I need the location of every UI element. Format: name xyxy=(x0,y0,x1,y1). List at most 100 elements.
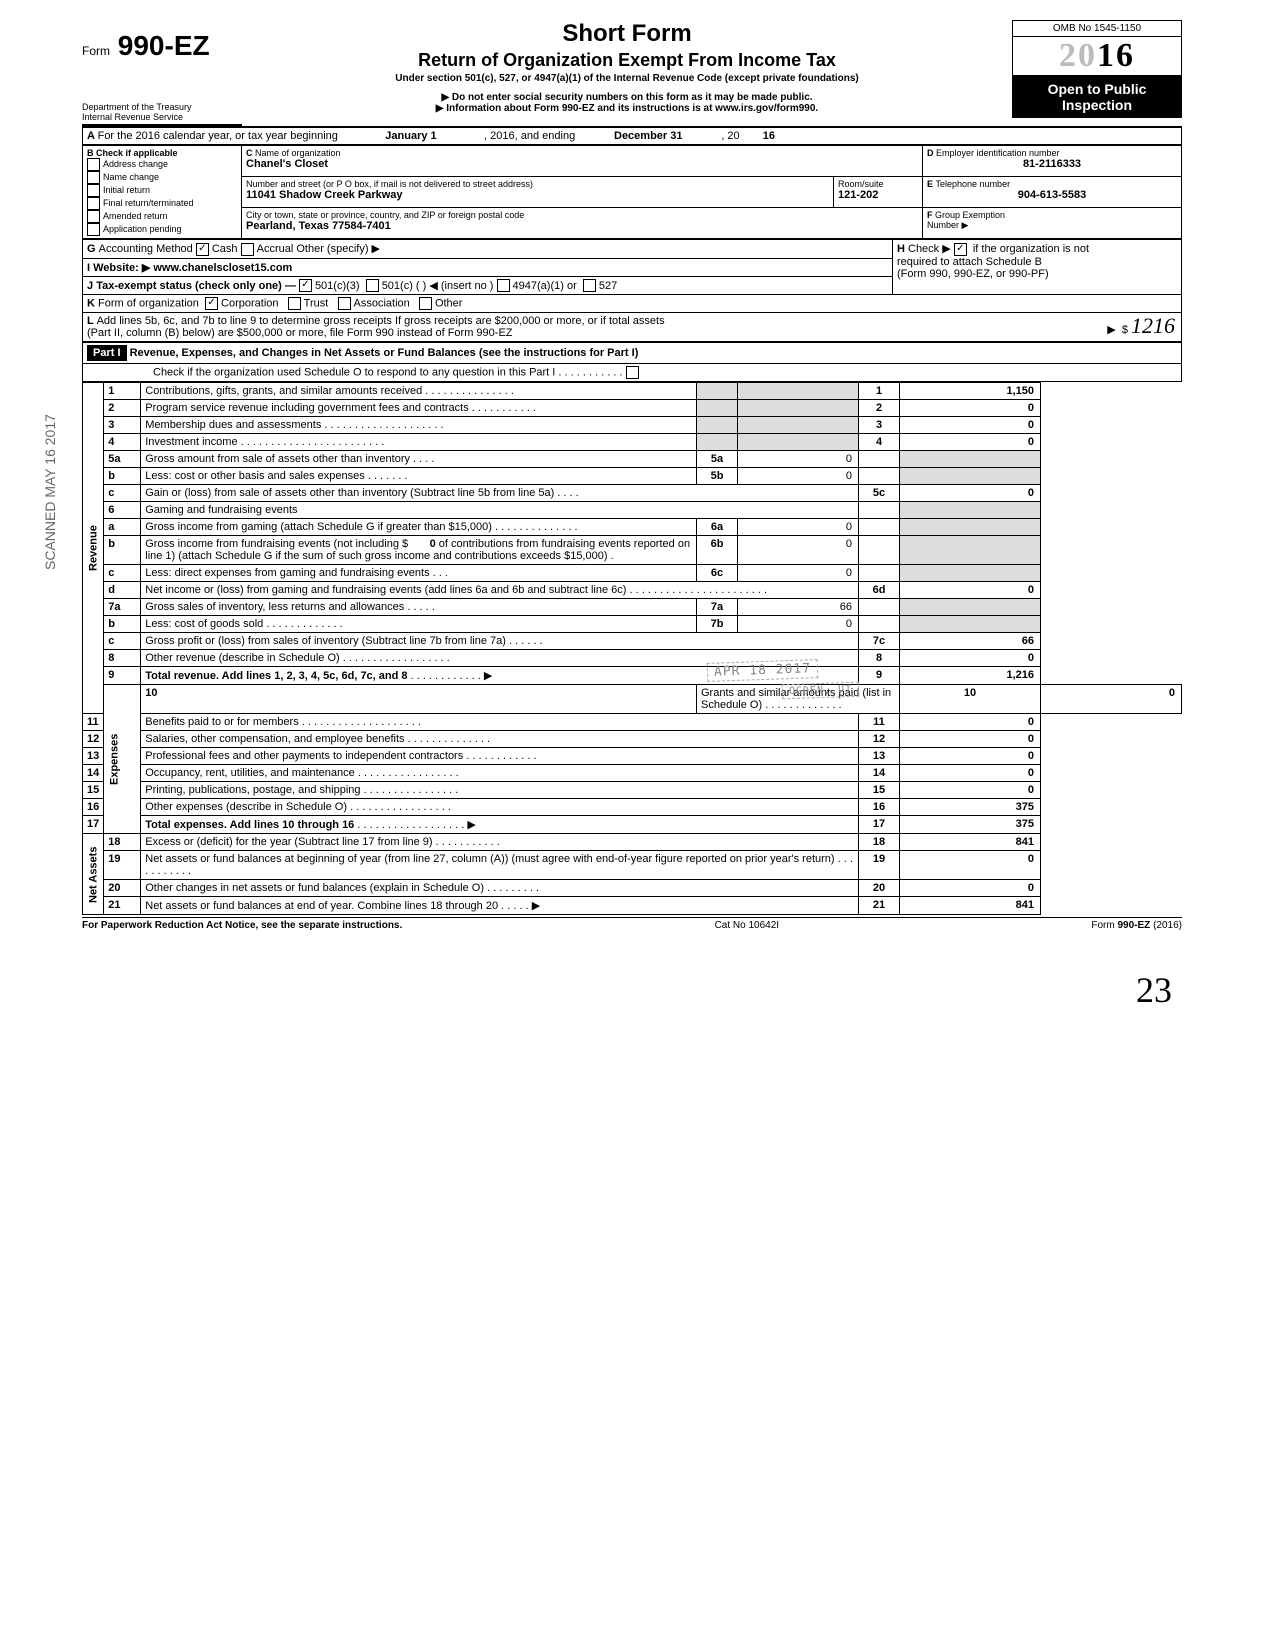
chk-address[interactable] xyxy=(87,158,100,171)
ln16-t: Other expenses (describe in Schedule O) xyxy=(145,801,347,813)
ln17-rn: 17 xyxy=(859,816,900,834)
ln6c-mv: 0 xyxy=(738,565,859,582)
chk-trust[interactable] xyxy=(288,297,301,310)
ln7a-mn: 7a xyxy=(697,599,738,616)
j-opt0: 501(c)(3) xyxy=(315,280,360,292)
chk-501c[interactable] xyxy=(366,279,379,292)
chk-cash[interactable] xyxy=(196,243,209,256)
ln6c-t: Less: direct expenses from gaming and fu… xyxy=(145,567,429,579)
open-public: Open to Public Inspection xyxy=(1012,76,1182,118)
f-label: Group Exemption xyxy=(935,210,1005,220)
handwritten-page-number: 23 xyxy=(1136,969,1172,1011)
a-mid: , 2016, and ending xyxy=(484,130,575,142)
ln4-n: 4 xyxy=(104,434,141,451)
form-number: Form 990-EZ xyxy=(82,30,242,62)
ln11-rn: 11 xyxy=(859,714,900,731)
footer-left: For Paperwork Reduction Act Notice, see … xyxy=(82,920,402,931)
ln20-n: 20 xyxy=(104,880,141,897)
ln20-rn: 20 xyxy=(859,880,900,897)
g-accrual: Accrual xyxy=(257,243,294,255)
chk-other[interactable] xyxy=(419,297,432,310)
chk-h[interactable] xyxy=(954,243,967,256)
chk-4947[interactable] xyxy=(497,279,510,292)
chk-amended[interactable] xyxy=(87,210,100,223)
ln5b-mv: 0 xyxy=(738,468,859,485)
ln7b-mv: 0 xyxy=(738,616,859,633)
ln5c-t: Gain or (loss) from sale of assets other… xyxy=(145,487,554,499)
ln18-v: 841 xyxy=(900,834,1041,851)
chk-pending[interactable] xyxy=(87,223,100,236)
ln14-n: 14 xyxy=(83,765,104,782)
part1-label: Part I xyxy=(87,345,127,361)
ln14-rn: 14 xyxy=(859,765,900,782)
ln8-n: 8 xyxy=(104,650,141,667)
ln8-v: 0 xyxy=(900,650,1041,667)
l-text1: Add lines 5b, 6c, and 7b to line 9 to de… xyxy=(97,315,665,327)
part1-header: Part I Revenue, Expenses, and Changes in… xyxy=(82,342,1182,382)
ln2-t: Program service revenue including govern… xyxy=(145,402,468,414)
h-text3: required to attach Schedule B xyxy=(897,256,1042,268)
ln7c-n: c xyxy=(104,633,141,650)
ln8-t: Other revenue (describe in Schedule O) xyxy=(145,652,339,664)
chk-final[interactable] xyxy=(87,197,100,210)
ln18-t: Excess or (deficit) for the year (Subtra… xyxy=(145,836,432,848)
ln2-rn: 2 xyxy=(859,400,900,417)
ghijkl-block: G Accounting Method Cash Accrual Other (… xyxy=(82,239,1182,342)
ein: 81-2116333 xyxy=(927,158,1177,170)
title-note2: Information about Form 990-EZ and its in… xyxy=(242,103,1012,114)
chk-assoc[interactable] xyxy=(338,297,351,310)
ln6a-mn: 6a xyxy=(697,519,738,536)
dept-block: Department of the Treasury Internal Reve… xyxy=(82,102,242,126)
ln11-n: 11 xyxy=(83,714,104,731)
ln4-t: Investment income xyxy=(145,436,237,448)
ln14-v: 0 xyxy=(900,765,1041,782)
ln6-t: Gaming and fundraising events xyxy=(145,504,297,516)
org-name: Chanel's Closet xyxy=(246,158,918,170)
title-note1: Do not enter social security numbers on … xyxy=(242,92,1012,103)
form-number-block: Form 990-EZ Department of the Treasury I… xyxy=(82,20,242,126)
footer-mid: Cat No 10642I xyxy=(715,920,780,931)
title-block: Short Form Return of Organization Exempt… xyxy=(242,20,1012,114)
f-label2: Number ▶ xyxy=(927,220,1177,231)
title-sub: Return of Organization Exempt From Incom… xyxy=(242,50,1012,71)
ln20-v: 0 xyxy=(900,880,1041,897)
ln10-rn: 10 xyxy=(900,685,1041,714)
g-label: Accounting Method xyxy=(99,243,193,255)
ln13-v: 0 xyxy=(900,748,1041,765)
street: 11041 Shadow Creek Parkway xyxy=(246,189,829,201)
ln4-rn: 4 xyxy=(859,434,900,451)
a-end: December 31 xyxy=(578,130,718,142)
ln21-v: 841 xyxy=(900,897,1041,915)
ln5b-t: Less: cost or other basis and sales expe… xyxy=(145,470,365,482)
chk-name[interactable] xyxy=(87,171,100,184)
room-label: Room/suite xyxy=(838,179,918,189)
a-suffix: , 20 xyxy=(721,130,739,142)
d-label: Employer identification number xyxy=(936,148,1060,158)
chk-accrual[interactable] xyxy=(241,243,254,256)
chk-corp[interactable] xyxy=(205,297,218,310)
ln5a-n: 5a xyxy=(104,451,141,468)
ln10-v: 0 xyxy=(1041,685,1182,714)
expenses-label: Expenses xyxy=(104,685,141,834)
chk-initial[interactable] xyxy=(87,184,100,197)
ln9-rn: 9 xyxy=(859,667,900,685)
ln5a-mn: 5a xyxy=(697,451,738,468)
ln5c-n: c xyxy=(104,485,141,502)
ln11-v: 0 xyxy=(900,714,1041,731)
chk-schedo[interactable] xyxy=(626,366,639,379)
ln6-n: 6 xyxy=(104,502,141,519)
received-stamp: APR 18 2017 xyxy=(707,659,819,682)
chk-527[interactable] xyxy=(583,279,596,292)
ln6b-mb: 0 xyxy=(430,538,436,550)
ln18-rn: 18 xyxy=(859,834,900,851)
ln12-rn: 12 xyxy=(859,731,900,748)
ln19-t: Net assets or fund balances at beginning… xyxy=(145,853,834,865)
ln7c-rn: 7c xyxy=(859,633,900,650)
ln5b-n: b xyxy=(104,468,141,485)
part1-check: Check if the organization used Schedule … xyxy=(153,367,555,379)
chk-501c3[interactable] xyxy=(299,279,312,292)
ln1-n: 1 xyxy=(104,383,141,400)
ln3-t: Membership dues and assessments xyxy=(145,419,321,431)
j-opt1: 501(c) ( xyxy=(382,280,420,292)
ln11-t: Benefits paid to or for members xyxy=(145,716,298,728)
